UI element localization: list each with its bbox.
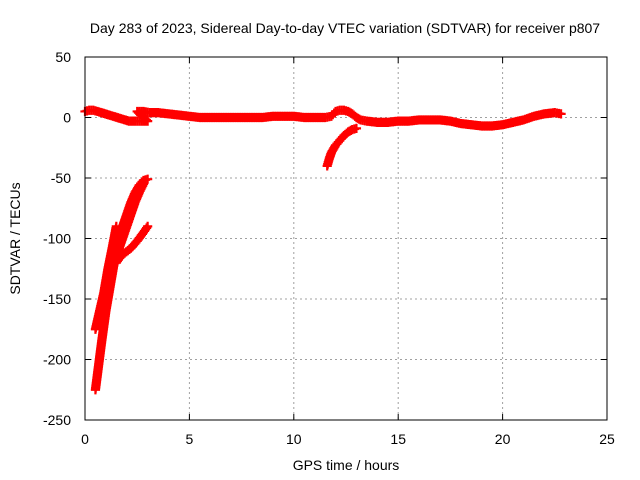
x-axis-label: GPS time / hours bbox=[293, 457, 400, 473]
x-tick-label: 10 bbox=[286, 431, 302, 447]
data-point-marker bbox=[143, 221, 153, 231]
series-main-trace bbox=[80, 105, 566, 131]
data-point-marker bbox=[138, 179, 149, 189]
x-tick-label: 20 bbox=[495, 431, 511, 447]
y-tick-label: 50 bbox=[55, 49, 71, 65]
y-tick-label: -250 bbox=[43, 412, 71, 428]
tick-layer: 0 5 10 15 20 25 -250 -200 -150 -100 -50 0 50 bbox=[43, 49, 615, 447]
data-point-marker bbox=[556, 109, 566, 119]
x-tick-label: 5 bbox=[186, 431, 194, 447]
data-point-marker bbox=[143, 174, 153, 184]
x-tick-label: 25 bbox=[599, 431, 615, 447]
y-tick-label: 0 bbox=[63, 110, 71, 126]
series-descent-d bbox=[92, 179, 149, 328]
data-point-marker bbox=[351, 123, 362, 133]
grid-layer bbox=[85, 57, 607, 420]
x-tick-label: 15 bbox=[390, 431, 406, 447]
y-axis-label: SDTVAR / TECUs bbox=[7, 182, 23, 294]
y-tick-label: -50 bbox=[51, 170, 71, 186]
chart-title: Day 283 of 2023, Sidereal Day-to-day VTE… bbox=[90, 20, 600, 36]
data-layer bbox=[80, 105, 566, 395]
x-tick-label: 0 bbox=[81, 431, 89, 447]
y-tick-label: -100 bbox=[43, 231, 71, 247]
y-tick-label: -200 bbox=[43, 352, 71, 368]
y-tick-label: -150 bbox=[43, 291, 71, 307]
series-recovery-arc bbox=[322, 123, 362, 171]
